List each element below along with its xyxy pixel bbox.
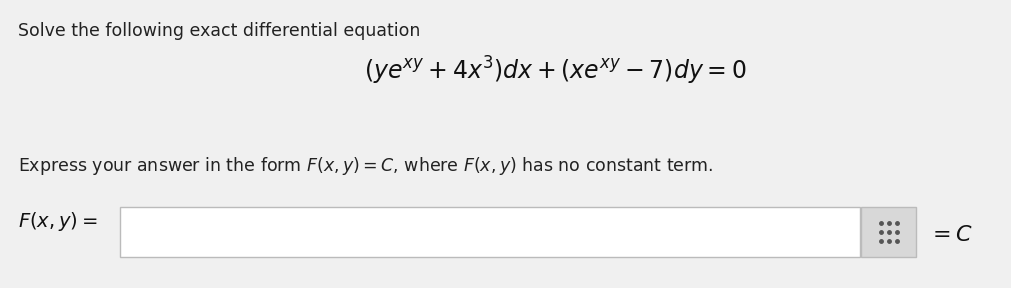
FancyBboxPatch shape [120,207,860,257]
Text: $(ye^{xy} + 4x^3)dx + (xe^{xy} - 7)dy = 0$: $(ye^{xy} + 4x^3)dx + (xe^{xy} - 7)dy = … [364,55,746,87]
Text: $F(x, y) =$: $F(x, y) =$ [18,210,98,233]
FancyBboxPatch shape [861,207,916,257]
Text: $= C$: $= C$ [928,225,973,245]
Text: Solve the following exact differential equation: Solve the following exact differential e… [18,22,421,40]
Text: Express your answer in the form $F(x, y) = C$, where $F(x, y)$ has no constant t: Express your answer in the form $F(x, y)… [18,155,714,177]
